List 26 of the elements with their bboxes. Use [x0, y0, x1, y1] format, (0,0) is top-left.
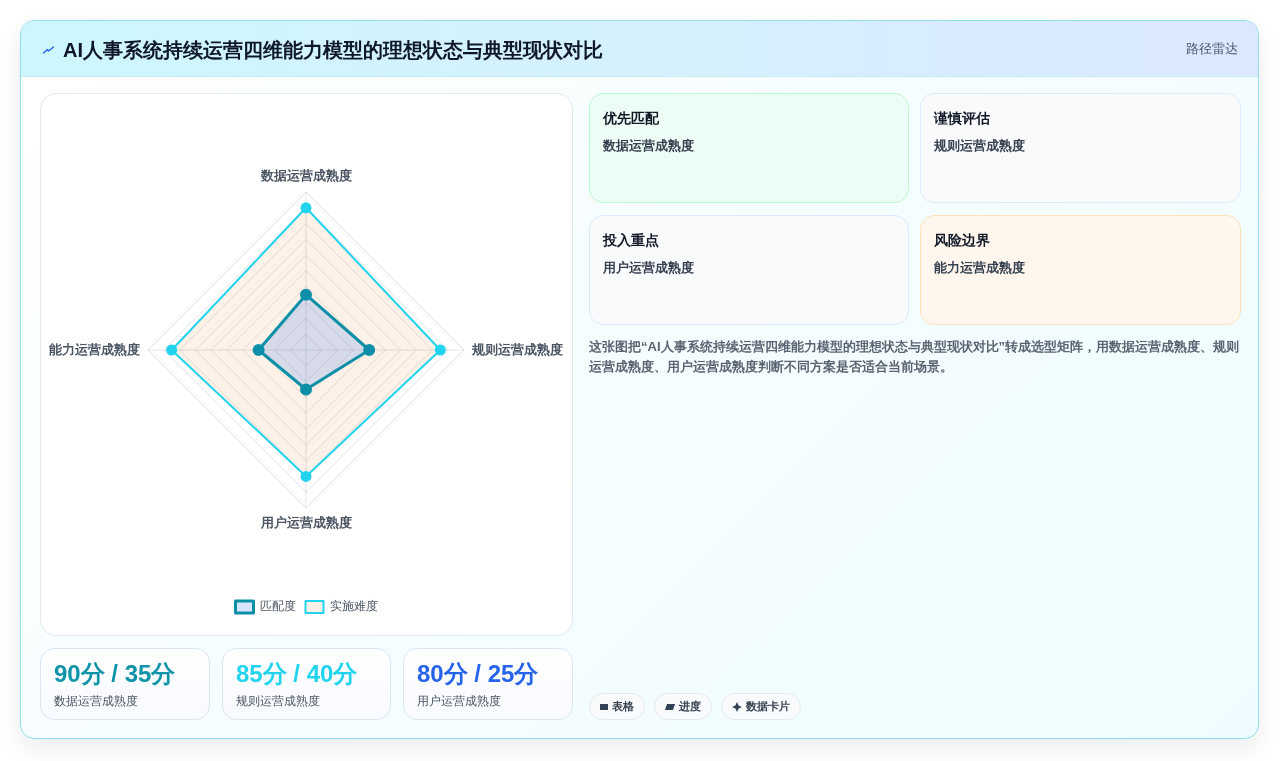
text: 规则运营成熟度 [934, 138, 1025, 153]
spoke-label: 能力运营成熟度 [49, 341, 140, 357]
text: 风险边界 [934, 232, 990, 248]
text: 这张图把“AI人事系统持续运营四维能力模型的理想状态与典型现状对比”转成选型矩阵，用数据运营成熟度、规则运营成熟度、用户运营成熟度判断不同方案是否适合当前场景。 [589, 339, 1239, 374]
spoke-label: 用户运营成熟度 [259, 515, 352, 531]
text: 用户运营成熟度 [417, 694, 501, 708]
text: 数据运营成熟度 [603, 138, 694, 153]
text: 路径雷达 [1186, 41, 1238, 56]
spoke-label: 规则运营成熟度 [471, 341, 563, 357]
text: 85分 / 40分 [236, 660, 358, 687]
spoke-label: 数据运营成熟度 [259, 167, 352, 183]
text: 用户运营成熟度 [603, 260, 694, 275]
legend-label: 实施难度 [329, 599, 378, 614]
text: 80分 / 25分 [417, 660, 539, 687]
text: 优先匹配 [603, 110, 659, 126]
text: 能力运营成熟度 [934, 260, 1025, 275]
text: 谨慎评估 [934, 110, 990, 126]
text: 数据卡片 [746, 699, 790, 714]
text: 数据运营成熟度 [54, 694, 138, 708]
text: 进度 [679, 699, 701, 714]
text: 投入重点 [603, 232, 659, 248]
chart-title: AI人事系统持续运营四维能力模型的理想状态与典型现状对比 [63, 39, 603, 61]
text: 规则运营成熟度 [236, 694, 320, 708]
legend-label: 匹配度 [259, 599, 296, 614]
text: 表格 [612, 699, 634, 714]
text: 90分 / 35分 [54, 660, 176, 687]
